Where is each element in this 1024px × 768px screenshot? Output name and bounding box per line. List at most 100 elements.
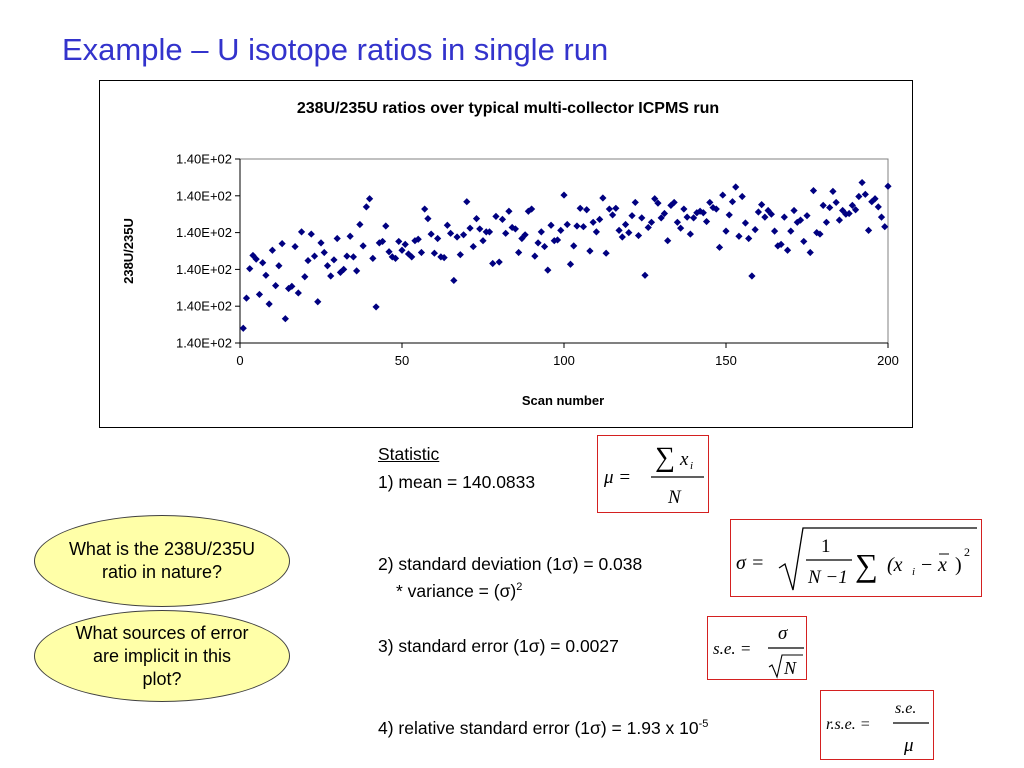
data-point <box>741 219 750 227</box>
data-point <box>459 231 468 239</box>
data-point <box>651 195 659 203</box>
data-point <box>255 290 264 299</box>
data-point <box>427 230 435 238</box>
std-dev-statement: 2) standard deviation (1σ) = 0.038 <box>378 554 642 575</box>
data-point <box>463 198 471 206</box>
data-point <box>398 246 406 254</box>
data-point <box>855 192 863 201</box>
sd-subscript: i <box>912 566 915 578</box>
data-point <box>758 201 766 209</box>
data-point <box>829 187 837 195</box>
data-point <box>605 205 613 213</box>
x-tick-label: 150 <box>715 353 737 368</box>
data-point <box>660 209 669 218</box>
data-point <box>440 254 448 262</box>
data-point <box>777 240 785 248</box>
data-point <box>647 218 656 226</box>
data-point <box>874 203 882 211</box>
data-point <box>411 237 419 245</box>
data-point <box>861 190 869 198</box>
data-point <box>748 272 756 280</box>
data-point <box>534 239 542 247</box>
data-point <box>826 203 834 212</box>
data-point <box>385 248 393 256</box>
question-bubble-nature-ratio: What is the 238U/235U ratio in nature? <box>34 515 290 607</box>
data-point <box>528 205 536 213</box>
data-point <box>278 240 286 248</box>
y-tick-label: 1.40E+02 <box>176 262 232 277</box>
data-point <box>783 246 792 254</box>
chart-title: 238U/235U ratios over typical multi-coll… <box>297 100 719 117</box>
data-point <box>408 253 416 261</box>
data-point <box>816 230 824 238</box>
data-point <box>356 220 364 229</box>
data-point <box>537 228 545 236</box>
data-point <box>709 203 717 212</box>
y-tick-label: 1.40E+02 <box>176 336 232 351</box>
data-point <box>485 228 494 236</box>
data-point <box>320 248 328 257</box>
sd-close: ) <box>955 554 962 576</box>
data-point <box>563 220 571 229</box>
std-error-formula: s.e. = σ N <box>707 616 807 680</box>
data-point <box>317 239 325 247</box>
data-point <box>391 254 400 262</box>
data-point <box>579 223 588 231</box>
data-point <box>343 252 351 260</box>
data-point <box>469 242 477 251</box>
data-point <box>680 205 688 213</box>
data-point <box>787 227 795 235</box>
data-point <box>848 201 856 209</box>
question-text: What sources of error are implicit in th… <box>75 622 249 689</box>
data-point <box>612 204 620 212</box>
chart-frame: 238U/235U ratios over typical multi-coll… <box>99 80 913 428</box>
data-point <box>424 215 432 223</box>
sum-icon: ∑ <box>655 442 675 473</box>
data-point <box>686 230 694 238</box>
data-point <box>615 226 623 234</box>
data-point <box>596 215 604 223</box>
data-point <box>813 229 821 237</box>
data-point <box>359 242 367 250</box>
data-point <box>722 227 730 235</box>
data-point <box>252 255 260 263</box>
chart-axes: 1.40E+02 1.40E+02 1.40E+02 1.40E+02 1.40E+02… <box>176 152 899 369</box>
data-point <box>819 201 827 209</box>
sd-power: 2 <box>964 545 970 559</box>
sqrt-icon <box>768 654 803 679</box>
mean-subscript: i <box>690 460 693 472</box>
sum-icon: ∑ <box>855 547 878 583</box>
std-dev-value: ) = 0.038 <box>572 554 643 574</box>
mean-denominator: N <box>667 487 682 508</box>
data-point <box>456 251 464 259</box>
sd-xbar: x <box>937 554 947 576</box>
data-point <box>246 265 254 273</box>
data-point <box>314 298 322 306</box>
data-point <box>434 234 442 243</box>
question-bubble-error-sources: What sources of error are implicit in th… <box>34 610 290 702</box>
rse-denominator: μ <box>903 735 914 756</box>
data-point <box>592 228 600 236</box>
sd-lhs: σ = <box>736 552 764 574</box>
data-point <box>453 233 461 241</box>
data-point <box>589 218 597 226</box>
sigma-symbol: σ <box>561 554 573 574</box>
data-point <box>421 205 429 213</box>
data-point <box>745 234 753 243</box>
data-point <box>369 254 377 262</box>
data-point <box>706 198 714 207</box>
data-point <box>550 237 558 245</box>
data-point <box>644 223 652 232</box>
data-point <box>430 249 438 257</box>
data-point <box>570 242 578 250</box>
data-point <box>864 226 873 234</box>
y-tick-label: 1.40E+02 <box>176 152 232 167</box>
data-point <box>884 182 892 190</box>
data-point <box>625 229 633 237</box>
data-point <box>489 259 497 268</box>
rse-numerator: s.e. <box>895 700 916 717</box>
data-point <box>631 198 639 207</box>
data-point <box>505 207 513 215</box>
data-point <box>443 221 451 229</box>
data-point <box>492 212 500 221</box>
